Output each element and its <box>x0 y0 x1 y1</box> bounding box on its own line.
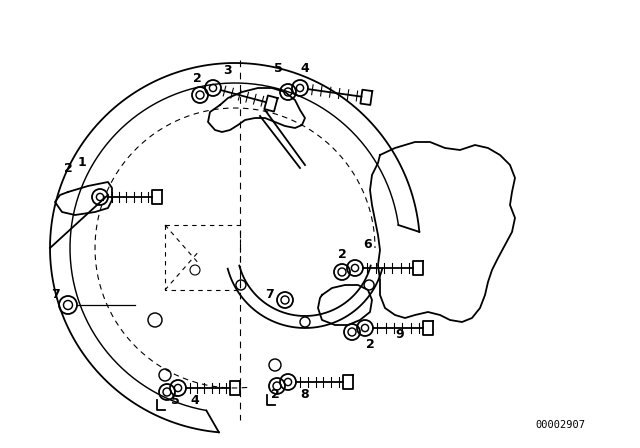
Text: 3: 3 <box>224 64 232 77</box>
Text: 7: 7 <box>266 289 275 302</box>
Text: 2: 2 <box>63 161 72 175</box>
Text: 00002907: 00002907 <box>535 420 585 430</box>
Text: 9: 9 <box>396 328 404 341</box>
Text: 7: 7 <box>51 289 60 302</box>
Text: 5: 5 <box>274 61 282 74</box>
Text: 4: 4 <box>191 393 200 406</box>
Text: 1: 1 <box>77 155 86 168</box>
Text: 6: 6 <box>364 238 372 251</box>
Text: 2: 2 <box>365 339 374 352</box>
Text: 4: 4 <box>301 61 309 74</box>
Text: 2: 2 <box>193 72 202 85</box>
Text: 8: 8 <box>301 388 309 401</box>
Text: 5: 5 <box>171 393 179 406</box>
Text: 2: 2 <box>271 388 280 401</box>
Text: 2: 2 <box>338 249 346 262</box>
